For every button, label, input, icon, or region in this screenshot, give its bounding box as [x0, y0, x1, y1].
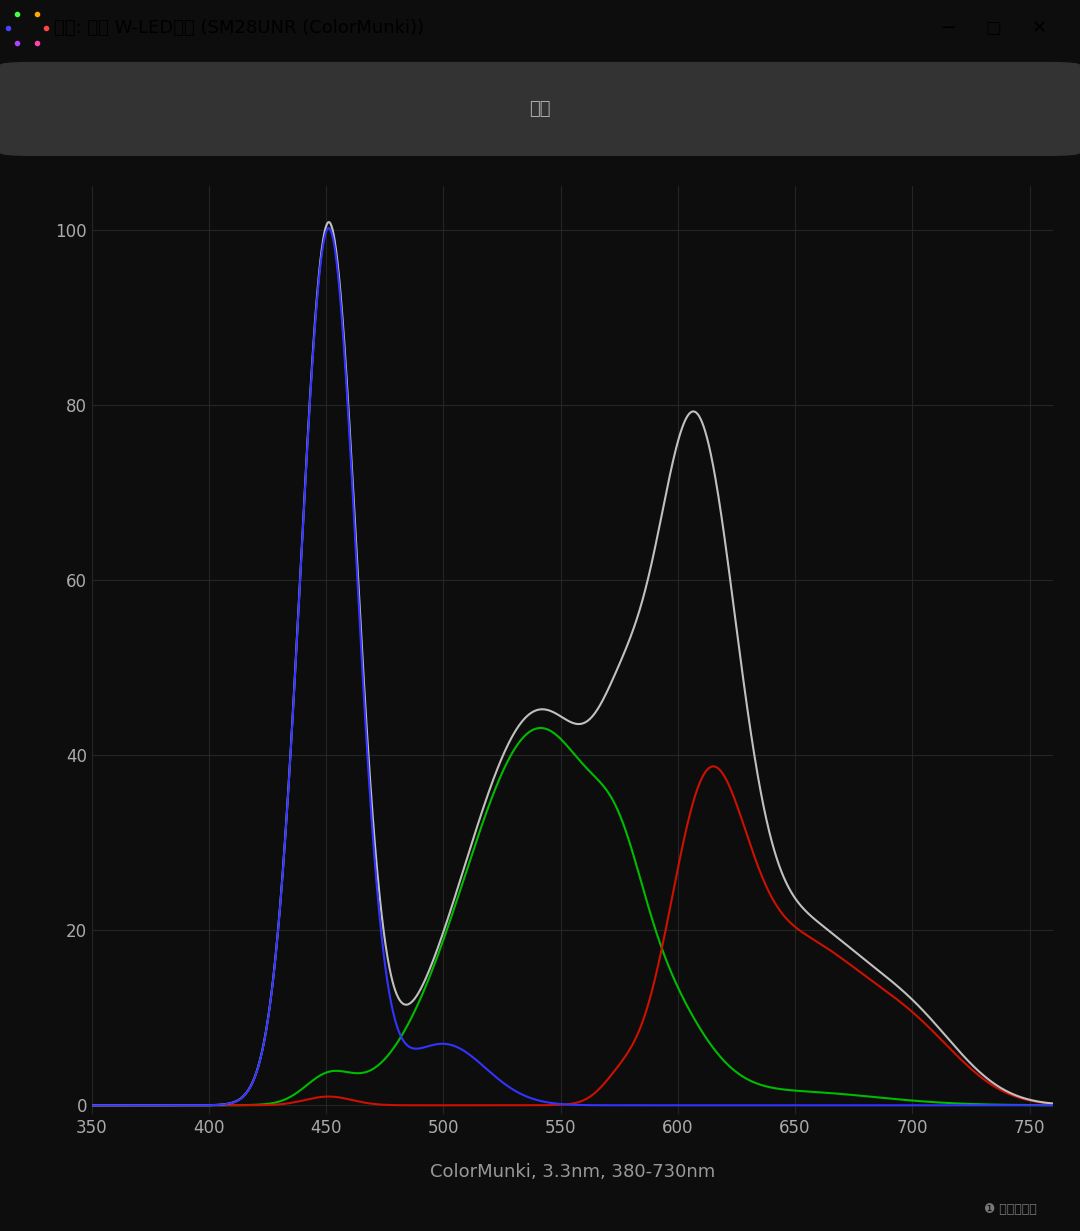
Text: ✕: ✕	[1031, 20, 1047, 37]
Text: 光谱: 液晶 W-LED背光 (SM28UNR (ColorMunki)): 光谱: 液晶 W-LED背光 (SM28UNR (ColorMunki))	[54, 20, 424, 37]
Text: ─: ─	[943, 18, 954, 38]
FancyBboxPatch shape	[0, 62, 1080, 156]
Text: 光谱: 光谱	[529, 100, 551, 118]
Text: ColorMunki, 3.3nm, 380-730nm: ColorMunki, 3.3nm, 380-730nm	[430, 1163, 715, 1181]
Text: ❶ 值什么得买: ❶ 值什么得买	[984, 1203, 1037, 1216]
Text: □: □	[986, 20, 1001, 37]
